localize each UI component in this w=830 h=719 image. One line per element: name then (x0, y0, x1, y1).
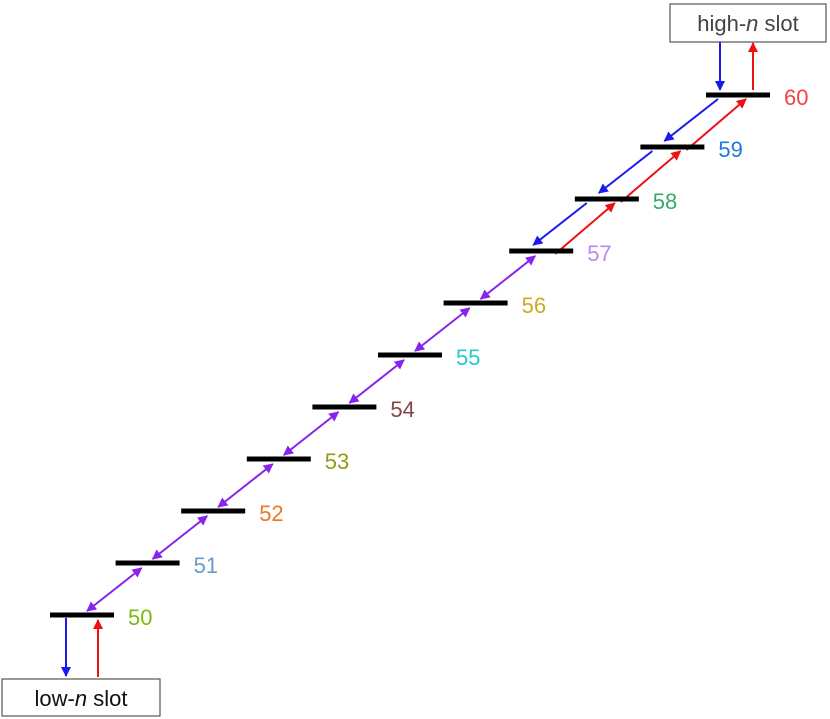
level-label: 52 (259, 501, 283, 526)
arrow (283, 411, 340, 456)
level-label: 57 (587, 241, 611, 266)
high-slot-label: high-n slot (697, 11, 799, 36)
level-label: 50 (128, 605, 152, 630)
level-label: 59 (718, 137, 742, 162)
low-slot-label: low-n slot (35, 686, 128, 711)
arrow (598, 150, 654, 194)
arrow (348, 359, 405, 404)
arrow (620, 150, 682, 203)
arrow (663, 98, 719, 142)
arrow (685, 98, 747, 151)
high-slot-box (669, 3, 827, 43)
arrow (151, 515, 208, 560)
level-label: 51 (194, 553, 218, 578)
levels: 50 51 52 53 54 55 56 57 58 59 60 (50, 85, 808, 630)
arrows (86, 98, 747, 612)
arrow (554, 202, 616, 255)
level-label: 58 (653, 189, 677, 214)
arrow (479, 255, 536, 300)
level-label: 54 (390, 397, 414, 422)
level-label: 53 (325, 449, 349, 474)
arrow (532, 202, 588, 246)
low-slot-box (1, 678, 161, 717)
arrow (414, 307, 471, 352)
arrow (217, 463, 274, 508)
level-label: 60 (784, 85, 808, 110)
level-label: 55 (456, 345, 480, 370)
level-label: 56 (522, 293, 546, 318)
arrow (86, 567, 143, 612)
